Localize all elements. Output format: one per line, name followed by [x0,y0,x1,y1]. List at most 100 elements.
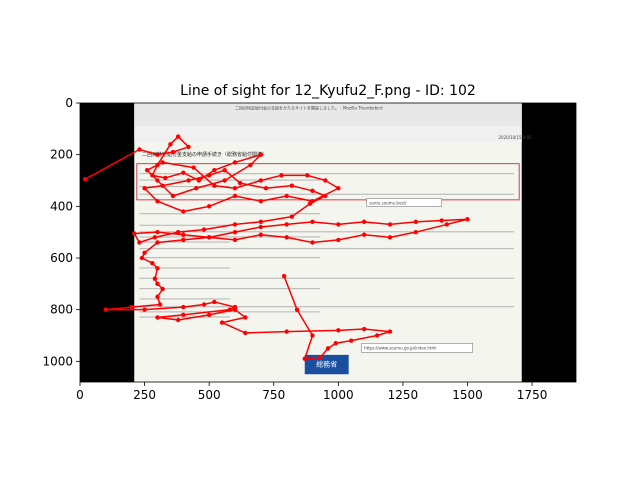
fixation-point [170,149,176,155]
fixation-point [323,178,328,183]
fixation-point [157,302,163,307]
fixation-point [206,204,212,209]
fixation-point [196,178,202,183]
fixation-point [222,178,227,183]
fixation-point [155,229,160,235]
fixation-point [336,237,341,243]
fixation-point [201,302,207,307]
fixation-point [142,307,147,312]
fixation-point [186,144,191,150]
text-line [139,236,321,238]
fixation-point [413,229,419,235]
email-heading: 二回目特定給付金支給の申請手続き（総務省給付関連） [142,151,267,158]
fixation-point [281,273,287,279]
text-line [139,247,514,250]
fixation-point [387,222,393,227]
fixation-point [212,299,217,305]
fixation-point [237,180,243,186]
fixation-point [160,183,165,188]
fixation-point [336,222,341,227]
fixation-point [82,177,88,182]
fixation-point [206,312,212,318]
fixation-point [289,214,295,219]
fixation-point [284,222,289,227]
fixation-point [181,304,186,310]
y-tick-label: 400 [50,199,73,213]
fixation-point [387,329,393,334]
fixation-point [168,142,173,147]
fixation-point [243,315,248,320]
fixation-point [142,186,147,191]
fixation-point [310,333,315,338]
axes-frame [79,102,577,383]
fixation-point [310,188,315,194]
text-line [139,288,321,290]
fixation-point [232,193,238,199]
date-text: 2020/10/15 8:05 [499,135,533,140]
fixation-point [374,333,380,338]
fixation-point [163,175,168,181]
fixation-point [232,229,238,235]
text-line [139,316,230,318]
text-line [139,185,230,188]
text-line [139,298,230,300]
fixation-point [201,227,207,232]
fixation-point [219,320,225,325]
fixation-point [333,341,338,346]
fixation-point [258,198,264,204]
fixation-point [186,178,191,183]
x-tick-label: 1750 [517,388,548,402]
fixation-point [310,240,315,245]
fixation-point [150,173,155,178]
x-tick-label: 250 [133,388,156,402]
fixation-point [325,346,331,351]
fixation-point [284,235,289,240]
fixation-point [155,178,160,183]
fixation-point [248,162,253,168]
fixation-point [361,326,367,332]
fixation-point [302,356,307,361]
fixation-point [155,294,160,299]
text-line [139,231,514,233]
fixation-point [155,198,160,204]
fixation-point [155,240,160,245]
text-line [139,306,514,308]
fixation-point [361,232,367,237]
fixation-point [155,266,160,271]
fixation-point [310,219,315,225]
fixation-point [152,235,158,240]
x-tick-label: 500 [198,388,221,402]
fixation-point [181,209,186,214]
fixation-point [175,229,181,235]
fixation-point [206,235,212,240]
x-tick-label: 1500 [452,388,483,402]
text-line [139,241,230,243]
y-tick-label: 200 [50,148,73,162]
fixation-point [318,355,323,360]
fixation-point [181,232,186,237]
text-line [139,267,230,269]
logo [304,354,349,375]
fixation-point [160,286,165,292]
fixation-point [222,167,227,173]
url-box-1 [366,198,442,207]
fixation-point [284,329,289,334]
y-tick-label: 800 [50,303,73,317]
fixation-point [181,312,186,318]
highlight-box [136,163,520,201]
fixation-point [142,250,147,256]
axes: 0 250 500 750 1000 1250 1500 1750 0 200 400 600 800 1… [42,96,577,402]
fixation-point [155,315,160,320]
url-1: sumu.soumu.best/ [369,200,407,205]
toolbar [134,103,522,127]
fixation-point [263,186,269,191]
fixation-point [160,160,165,165]
fixation-point [139,255,145,261]
fixation-point [305,173,310,178]
text-line [139,179,321,181]
fixation-point [336,328,341,333]
fixation-point [279,173,284,178]
fixation-point [465,217,470,222]
fixation-point [243,330,248,336]
text-line [139,213,321,215]
